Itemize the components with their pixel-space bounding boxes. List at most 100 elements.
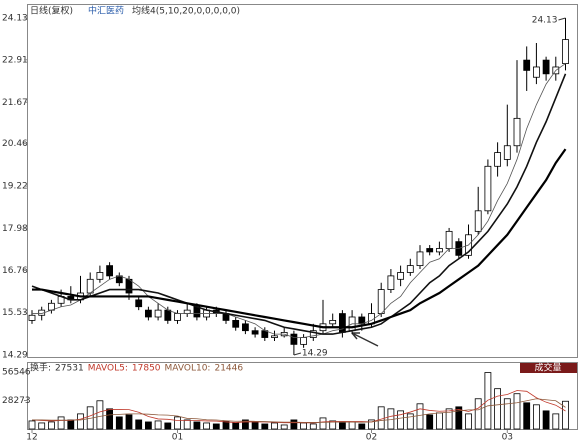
arrow	[351, 332, 379, 347]
x-tick-label: 12	[26, 433, 37, 442]
candle-body	[271, 335, 278, 338]
volume-bar	[38, 422, 46, 430]
candle-body	[435, 248, 443, 253]
volume-bar	[513, 393, 521, 430]
moving-average	[31, 73, 567, 335]
volume-bar	[164, 422, 172, 430]
mavol-value: 17850	[132, 364, 161, 374]
volume-bar	[406, 413, 414, 430]
volume-title-box	[520, 363, 577, 373]
volume-bar	[28, 420, 36, 430]
candle-body	[96, 272, 104, 280]
volume-average	[31, 390, 566, 424]
candle-body	[377, 289, 385, 314]
volume-label: 换手:	[30, 362, 51, 374]
candle-body	[494, 152, 502, 167]
mavol-value: 21446	[214, 364, 243, 374]
candle-body	[503, 145, 511, 160]
y-tick-label: 14.29	[2, 351, 28, 361]
high-pointer	[558, 17, 566, 21]
volume-tick-label: 56546	[2, 368, 31, 378]
volume-bar	[261, 423, 269, 430]
x-tick-label: 03	[502, 433, 513, 442]
volume-bar	[503, 398, 511, 430]
candle-body	[106, 265, 113, 277]
volume-bar	[435, 412, 443, 430]
volume-bar	[426, 414, 434, 430]
volume-bar	[329, 420, 337, 430]
candle-body	[28, 314, 36, 321]
candle-body	[135, 299, 143, 308]
volume-bar	[271, 422, 278, 430]
volume-bar	[465, 413, 472, 430]
volume-title: 成交量	[534, 362, 561, 374]
y-tick-label: 20.46	[2, 139, 28, 149]
volume-bar	[193, 421, 201, 430]
volume-bar	[67, 419, 75, 430]
candle-body	[474, 210, 482, 232]
y-tick-label: 22.91	[2, 55, 28, 65]
candle-body	[523, 59, 531, 71]
y-tick-label: 16.76	[2, 266, 28, 276]
moving-average	[32, 148, 567, 329]
candle-body	[484, 165, 492, 212]
y-tick-label: 17.98	[2, 224, 28, 234]
candle-body	[387, 275, 395, 290]
candle-body	[397, 272, 405, 280]
volume-bar	[280, 424, 288, 430]
candle-body	[309, 330, 317, 338]
volume-bar	[348, 421, 356, 430]
y-tick-label: 15.53	[2, 308, 28, 318]
volume-bar	[77, 413, 84, 430]
moving-average	[32, 63, 566, 338]
volume-average	[32, 398, 566, 423]
volume-bar	[203, 422, 211, 430]
volume-bar	[309, 423, 317, 430]
volume-bar	[174, 416, 181, 430]
candle-body	[251, 330, 259, 335]
volume-bar	[251, 421, 259, 430]
volume-bar	[212, 423, 220, 430]
volume-value: 27531	[55, 364, 84, 374]
price-frame	[27, 4, 578, 358]
period-label: 日线(复权)	[30, 5, 73, 17]
x-tick-label: 02	[366, 433, 377, 442]
candle-body	[125, 278, 133, 294]
candle-body	[329, 320, 337, 325]
volume-bar	[290, 419, 298, 430]
volume-bar	[183, 419, 191, 430]
volume-bar	[523, 402, 531, 430]
low-annotation: 14.29	[302, 349, 328, 359]
y-tick-label: 21.67	[2, 98, 28, 108]
y-tick-label: 24.13	[2, 14, 28, 24]
volume-bar	[552, 413, 560, 430]
volume-bar	[144, 421, 152, 430]
volume-bar	[319, 417, 327, 430]
candle-body	[542, 59, 550, 75]
volume-bar	[542, 410, 550, 430]
volume-bar	[106, 408, 113, 430]
volume-bar	[494, 388, 502, 430]
volume-bar	[358, 423, 366, 430]
candle-body	[513, 117, 521, 147]
candle-body	[241, 323, 249, 332]
volume-bar	[232, 422, 240, 430]
volume-bar	[397, 410, 405, 430]
volume-bar	[125, 414, 133, 430]
candle-body	[426, 248, 434, 253]
volume-bar	[533, 404, 540, 430]
volume-bar	[562, 400, 569, 430]
volume-bar	[48, 421, 55, 430]
candle-body	[533, 66, 540, 78]
x-tick-label: 01	[172, 433, 183, 442]
volume-bar	[445, 408, 453, 430]
volume-bar	[484, 372, 492, 430]
candle-body	[144, 309, 152, 318]
candle-body	[290, 333, 298, 345]
indicator-label: 均线4(5,10,20,0,0,0,0,0)	[132, 5, 240, 17]
volume-bar	[115, 416, 123, 430]
volume-tick-label: 28273	[2, 396, 31, 406]
candle-body	[154, 309, 162, 318]
mavol-label: MAVOL5:	[88, 364, 128, 374]
volume-bar	[241, 419, 249, 430]
